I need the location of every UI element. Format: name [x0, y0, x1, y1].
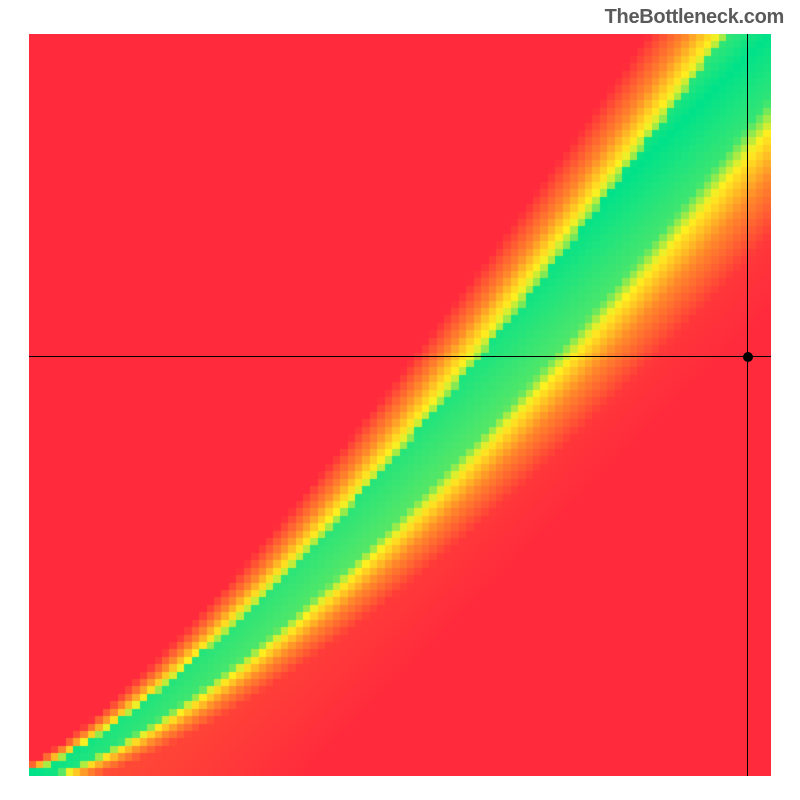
- heatmap-canvas: [29, 34, 771, 776]
- heatmap-chart: [29, 34, 771, 776]
- crosshair-vertical: [747, 34, 748, 776]
- crosshair-horizontal: [29, 356, 771, 357]
- crosshair-marker-dot: [743, 352, 753, 362]
- watermark-text: TheBottleneck.com: [605, 6, 784, 29]
